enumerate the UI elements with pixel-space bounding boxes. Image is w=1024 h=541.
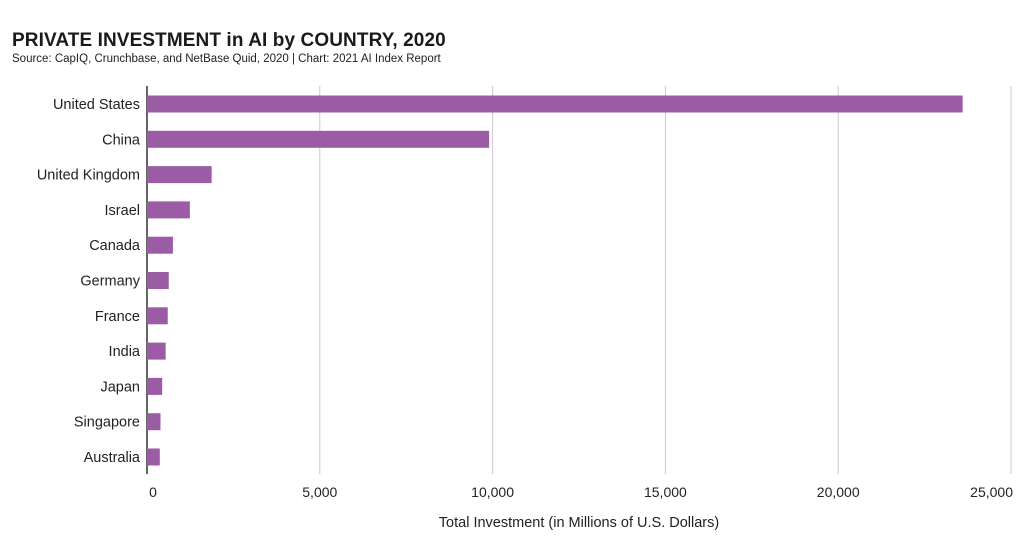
- bar-singapore: [147, 413, 161, 431]
- x-axis-title: Total Investment (in Millions of U.S. Do…: [439, 515, 719, 531]
- category-label: Singapore: [74, 415, 140, 431]
- bar-china: [147, 130, 490, 148]
- x-tick-label: 25,000: [970, 484, 1013, 500]
- category-label: India: [109, 344, 141, 360]
- bar-united-kingdom: [147, 166, 212, 184]
- category-label: Israel: [105, 203, 140, 219]
- category-labels: United States China United Kingdom Israel Ca…: [37, 97, 141, 466]
- x-tick-label: 20,000: [817, 484, 860, 500]
- x-tick-labels: 0 5,000 10,000 15,000 20,000 25,000: [149, 484, 1013, 500]
- bar-united-states: [147, 95, 963, 113]
- category-label: Germany: [80, 274, 140, 290]
- bar-israel: [147, 201, 190, 219]
- bar-japan: [147, 377, 163, 395]
- category-label: Japan: [100, 379, 140, 395]
- bar-australia: [147, 448, 160, 466]
- category-label: China: [102, 132, 141, 148]
- category-label: France: [95, 309, 140, 325]
- bar-germany: [147, 272, 169, 289]
- category-label: United Kingdom: [37, 168, 140, 184]
- x-tick-label: 15,000: [644, 484, 687, 500]
- bars: [147, 95, 963, 466]
- bar-canada: [147, 236, 173, 254]
- category-label: United States: [53, 97, 140, 113]
- x-tick-label: 10,000: [471, 484, 514, 500]
- category-label: Australia: [84, 450, 141, 466]
- chart-title: PRIVATE INVESTMENT in AI by COUNTRY, 202…: [12, 30, 446, 51]
- x-tick-label: 0: [149, 484, 157, 500]
- bar-india: [147, 342, 166, 360]
- category-label: Canada: [89, 238, 141, 254]
- bar-france: [147, 307, 168, 325]
- x-tick-label: 5,000: [302, 484, 337, 500]
- chart-subtitle: Source: CapIQ, Crunchbase, and NetBase Q…: [12, 53, 441, 65]
